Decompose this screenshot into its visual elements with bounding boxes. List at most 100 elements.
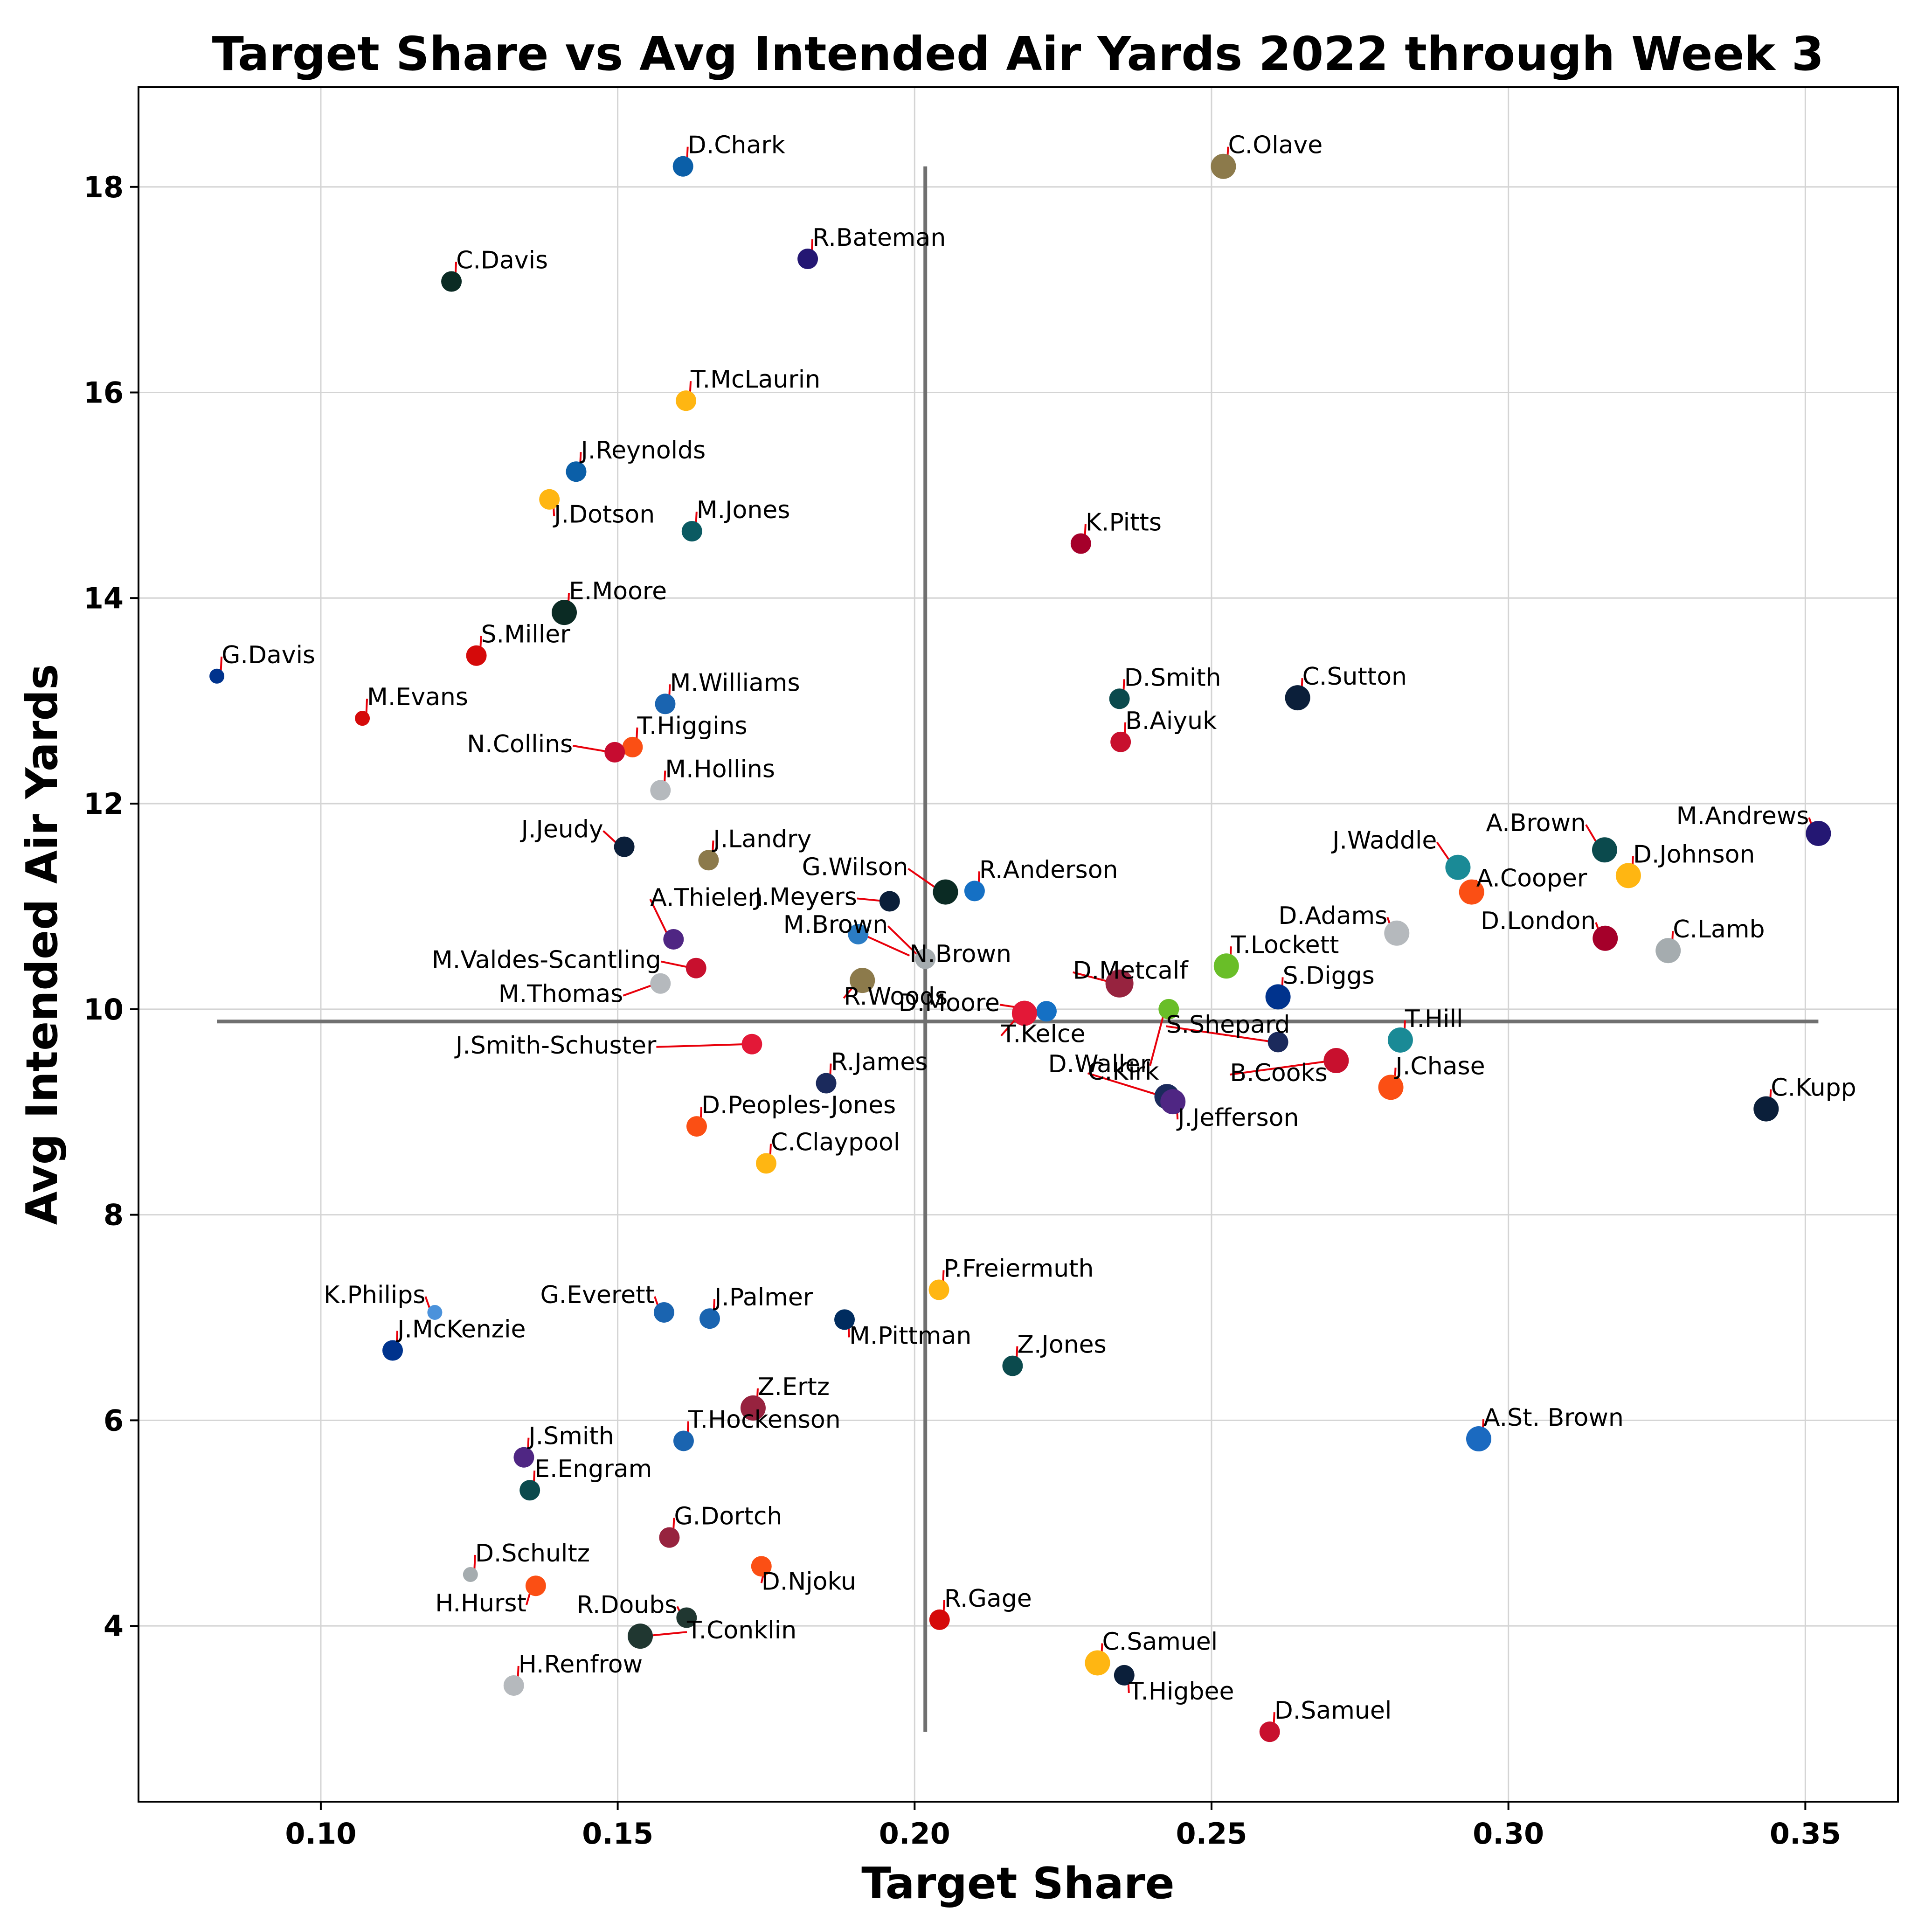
y-tick-label: 10 (83, 992, 124, 1027)
point-label: M.Hollins (665, 755, 775, 783)
point-label: M.Andrews (1676, 802, 1809, 830)
label-arrow (656, 1043, 748, 1048)
data-points (209, 153, 1831, 1742)
point-label: J.Landry (712, 825, 811, 853)
point-label: G.Davis (222, 641, 315, 669)
data-point (1466, 1426, 1491, 1452)
point-label: T.Higgins (637, 712, 747, 740)
point-label: N.Collins (467, 730, 573, 758)
data-point (964, 881, 985, 902)
axis-ticks: 0.10 0.15 0.20 0.25 0.30 0.35 4 6 8 10 12 14 16 18 (83, 170, 1841, 1851)
data-point (1213, 953, 1239, 979)
point-label: D.Njoku (762, 1568, 856, 1596)
x-tick-label: 0.35 (1770, 1817, 1841, 1851)
x-tick-label: 0.25 (1176, 1817, 1247, 1851)
y-tick-label: 6 (104, 1403, 124, 1437)
point-label: S.Miller (481, 621, 571, 649)
point-label: C.Samuel (1102, 1628, 1218, 1656)
data-point (1114, 1665, 1135, 1686)
data-point (1259, 1721, 1280, 1742)
point-label: T.Conklin (686, 1617, 796, 1644)
data-point (929, 1609, 950, 1630)
data-point (552, 600, 577, 625)
data-point (755, 1153, 776, 1174)
data-point (525, 1575, 546, 1596)
data-point (466, 645, 487, 666)
data-point (1070, 533, 1091, 554)
data-point (653, 1302, 674, 1323)
data-point (686, 1116, 707, 1137)
point-label: C.Kirk (1087, 1058, 1159, 1086)
data-point (655, 694, 676, 715)
data-point (1267, 1032, 1288, 1053)
point-label: M.Williams (670, 669, 800, 697)
x-tick-label: 0.15 (582, 1817, 653, 1851)
point-label: T.Lockett (1231, 931, 1339, 959)
point-label: M.Pittman (849, 1322, 971, 1350)
data-point (1211, 153, 1236, 179)
point-label: H.Hurst (435, 1589, 526, 1617)
data-point (1655, 938, 1681, 964)
point-label: C.Sutton (1302, 663, 1407, 691)
point-label: M.Jones (697, 496, 790, 524)
data-point (382, 1340, 403, 1361)
point-label: J.Reynolds (579, 437, 706, 465)
point-label: G.Dortch (674, 1503, 782, 1531)
point-label: J.Chase (1394, 1052, 1485, 1080)
point-label: N.Brown (909, 940, 1011, 968)
data-point (915, 948, 936, 969)
point-label: C.Kupp (1771, 1074, 1856, 1102)
point-label: T.Hockenson (688, 1406, 841, 1434)
data-point (1459, 879, 1484, 905)
data-point (1753, 1096, 1779, 1122)
data-point (614, 836, 635, 857)
point-label: D.Moore (899, 989, 1000, 1017)
chart-title: Target Share vs Avg Intended Air Yards 2… (212, 27, 1824, 81)
data-point (1110, 731, 1131, 752)
point-label: P.Freiermuth (944, 1255, 1094, 1283)
data-point (1323, 1048, 1349, 1074)
point-label: T.Higbee (1129, 1678, 1234, 1706)
point-label: D.Adams (1278, 902, 1387, 930)
data-point (699, 1308, 720, 1329)
data-point (1158, 999, 1179, 1020)
data-point (1593, 925, 1618, 951)
point-label: J.Meyers (753, 883, 857, 911)
data-point (1109, 688, 1130, 709)
data-point (850, 968, 875, 993)
data-point (650, 973, 671, 994)
point-label: D.Samuel (1274, 1697, 1392, 1725)
data-point (681, 521, 702, 542)
data-point (1615, 863, 1641, 888)
point-label: D.Metcalf (1073, 957, 1189, 985)
point-label: J.Waddle (1331, 827, 1437, 855)
y-tick-label: 16 (83, 376, 124, 410)
point-label: D.London (1481, 907, 1596, 935)
data-point (1036, 1001, 1057, 1022)
point-label: J.Dotson (553, 501, 655, 529)
point-label: A.Brown (1486, 809, 1586, 837)
point-label: A.St. Brown (1483, 1404, 1624, 1432)
label-arrow (1149, 1009, 1166, 1066)
data-point (1002, 1355, 1023, 1376)
point-label: J.McKenzie (396, 1316, 526, 1344)
data-point (441, 271, 462, 292)
x-axis-label: Target Share (861, 1858, 1174, 1908)
point-label: M.Thomas (499, 980, 623, 1008)
y-tick-label: 18 (83, 170, 124, 204)
label-arrow (887, 925, 922, 960)
point-label: S.Diggs (1283, 962, 1375, 990)
data-point (1011, 1000, 1037, 1026)
point-label: Z.Jones (1017, 1331, 1106, 1359)
label-arrow (861, 933, 910, 957)
point-label: C.Olave (1228, 132, 1323, 160)
data-point (933, 879, 958, 905)
data-point (663, 929, 684, 950)
point-label: C.Lamb (1673, 916, 1765, 944)
point-label: R.Gage (944, 1585, 1032, 1613)
point-label: M.Valdes-Scantling (432, 946, 661, 974)
point-label: D.Peoples-Jones (701, 1091, 896, 1119)
point-label: E.Engram (534, 1455, 652, 1483)
